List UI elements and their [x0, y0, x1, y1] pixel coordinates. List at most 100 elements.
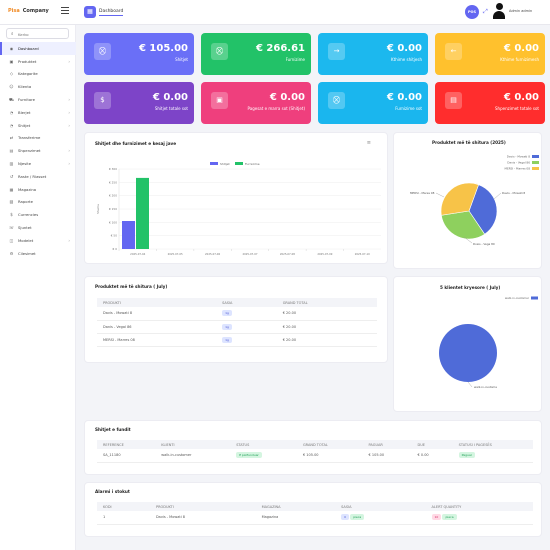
y-axis-label: Shuma — [96, 204, 100, 214]
column-header[interactable]: STATUS — [230, 440, 297, 449]
user-name[interactable]: Admin admin — [509, 9, 533, 13]
table-row[interactable]: SA_11180 walk-in-customer E përfunduar € 10… — [97, 449, 533, 463]
column-header[interactable]: PRODUKTI — [97, 298, 217, 307]
table-cell: 1g — [216, 320, 277, 334]
warehouse-icon: ▦ — [9, 186, 14, 192]
legend-swatch — [532, 155, 539, 158]
sidebar-item-transferime[interactable]: ⇄ Transferime — [0, 132, 76, 145]
stat-card[interactable]: ⛒ € 0.00 Furnizime sot — [318, 82, 428, 124]
table-cell: Davis - Mowati 8 — [97, 307, 217, 321]
table-cell: € 105.00 — [362, 449, 412, 463]
column-header[interactable]: SASIA — [216, 298, 277, 307]
stat-card[interactable]: ⛒ € 266.61 Furnizime — [201, 33, 311, 75]
legend-swatch — [235, 162, 243, 165]
pos-button[interactable]: POS — [465, 5, 479, 19]
table-row[interactable]: 1 Davis - Mowati 8 Magazina 0 pieca 10 pieca — [97, 511, 533, 525]
sidebar-item-furnitore[interactable]: ⛟ Furnitore › — [0, 93, 76, 106]
table-row[interactable]: MERSI - Marres 08 1g € 20.00 — [97, 333, 377, 347]
table-row[interactable]: Danis - Vegal 86 1g € 20.00 — [97, 320, 377, 334]
column-header[interactable]: STATUSI I PAGESËS — [452, 440, 533, 449]
sidebar-item-raporte[interactable]: ▧ Raporte — [0, 196, 76, 209]
cart-icon: ◔ — [9, 122, 14, 128]
receipt-icon: ▤ — [445, 92, 462, 109]
stock-alerts-table: KODI PRODUKTI MAGAZINA SASIA ALERT QUANTITY 1… — [97, 502, 533, 525]
stat-value: € 0.00 — [503, 43, 539, 54]
fullscreen-icon[interactable]: ⤢ — [483, 8, 488, 15]
sidebar: ⌕ ◉ Dashboard ▣ Produktet › ◇ Kategorite ☺ Klien… — [0, 25, 76, 550]
sidebar-item-sjuntet[interactable]: ☏ Sjuntet — [0, 221, 76, 234]
sidebar-item-magazina[interactable]: ▦ Magazina — [0, 183, 76, 196]
sidebar-item-currencies[interactable]: $ Currencies — [0, 208, 76, 221]
avatar[interactable] — [493, 3, 505, 21]
x-tick-label: 2025-07-07 — [242, 252, 257, 256]
sidebar-item-shitjet[interactable]: ◔ Shitjet › — [0, 119, 76, 132]
x-tick-label: 2025-07-08 — [280, 252, 295, 256]
x-tick-label: 2025-07-09 — [317, 252, 332, 256]
sidebar-item-produktet[interactable]: ▣ Produktet › — [0, 55, 76, 68]
column-header[interactable]: SASIA — [335, 502, 426, 511]
column-header[interactable]: KODI — [97, 502, 150, 511]
stat-card[interactable]: → € 0.00 Kthime shitjesh — [318, 33, 428, 75]
sidebar-item-modelet[interactable]: ◫ Modelet › — [0, 234, 76, 247]
column-header[interactable]: MAGAZINA — [255, 502, 336, 511]
tab-dashboard-label: Dashboard — [99, 8, 124, 16]
sidebar-item-dashboard[interactable]: ◉ Dashboard — [0, 42, 76, 55]
sidebar-item-label: Shpenzimet — [18, 148, 41, 154]
chevron-right-icon: › — [68, 122, 70, 128]
ruler-icon: ▥ — [9, 161, 14, 167]
sidebar-item-label: Transferime — [18, 135, 41, 141]
sidebar-item-kategorite[interactable]: ◇ Kategorite — [0, 68, 76, 81]
chart-menu-icon[interactable]: ≡ — [366, 140, 371, 146]
sidebar-item-raste-riasset[interactable]: ↺ Raste / Riasset — [0, 170, 76, 183]
column-header[interactable]: ALERT QUANTITY — [425, 502, 533, 511]
column-header[interactable]: REFERENCE — [97, 440, 156, 449]
sidebar-item-label: Klienta — [18, 84, 32, 90]
search-input[interactable] — [18, 31, 66, 37]
sidebar-item-label: Kategorite — [18, 71, 38, 77]
stat-card[interactable]: $ € 0.00 Shitjet totale sot — [84, 82, 194, 124]
stat-card[interactable]: ▣ € 0.00 Pagesat e marra sot (Shitjet) — [201, 82, 311, 124]
column-header[interactable]: GRAND TOTAL — [276, 298, 377, 307]
stat-caption: Pagesat e marra sot (Shitjet) — [247, 106, 305, 111]
top-month-title: Produktet më të shitura ( July) — [95, 284, 168, 289]
pie-slice[interactable] — [468, 184, 498, 235]
sidebar-item-cilesimet[interactable]: ⚙ Cilesimet — [0, 247, 76, 260]
column-header[interactable]: PRODUKTI — [149, 502, 256, 511]
column-header[interactable]: GRAND TOTAL — [296, 440, 363, 449]
currency-icon: $ — [10, 212, 13, 218]
table-cell: walk-in-customer — [155, 449, 231, 463]
top-clients-pie: walk-in-customer walk-in-custome — [439, 296, 538, 389]
tab-dashboard[interactable]: ▦ Dashboard — [84, 4, 124, 20]
legend-swatch — [210, 162, 218, 165]
pie-slice[interactable] — [440, 182, 479, 216]
sidebar-item-label: Furnitore — [18, 97, 35, 103]
stat-value: € 0.00 — [269, 92, 305, 103]
sidebar-item-blerjet[interactable]: ◔ Blerjet › — [0, 106, 76, 119]
bar-furnizime[interactable] — [136, 177, 149, 249]
stat-card[interactable]: ▤ € 0.00 Shpenzimet totale sot — [435, 82, 545, 124]
top-clients-panel: 5 klientet kryesore ( July) walk-in-cust… — [393, 276, 542, 412]
sidebar-item-njesite[interactable]: ▥ Njesite › — [0, 157, 76, 170]
column-header[interactable]: KLIENTI — [155, 440, 231, 449]
recent-sales-panel: Shitjet e fundit REFERENCE KLIENTI STATUS G… — [84, 420, 542, 475]
unit-badge: pieca — [442, 514, 457, 521]
column-header[interactable]: DUE — [411, 440, 453, 449]
arrow-right-icon: → — [328, 43, 345, 60]
table-cell: E përfunduar — [230, 449, 297, 463]
unit-badge: pieca — [350, 514, 365, 521]
sidebar-item-shpenzimet[interactable]: ▤ Shpenzimet › — [0, 144, 76, 157]
column-header[interactable]: PAGUAR — [362, 440, 412, 449]
stat-card[interactable]: ← € 0.00 Kthime furnizimesh — [435, 33, 545, 75]
menu-toggle-icon[interactable] — [61, 7, 69, 15]
pie-slice[interactable] — [439, 324, 497, 382]
sidebar-item-klienta[interactable]: ☺ Klienta — [0, 80, 76, 93]
brand-logo[interactable]: Pisa Company — [8, 8, 49, 14]
tag-icon: ◇ — [9, 71, 14, 77]
table-row[interactable]: Davis - Mowati 8 1g € 20.00 — [97, 307, 377, 321]
pie-slice[interactable] — [440, 210, 486, 240]
legend-swatch — [532, 161, 539, 164]
y-tick-label: € 150 — [109, 207, 117, 211]
brand-name: Pisa — [8, 8, 20, 14]
stat-card[interactable]: ⛒ € 105.00 Shitjet — [84, 33, 194, 75]
bar-shitjet[interactable] — [122, 221, 135, 249]
